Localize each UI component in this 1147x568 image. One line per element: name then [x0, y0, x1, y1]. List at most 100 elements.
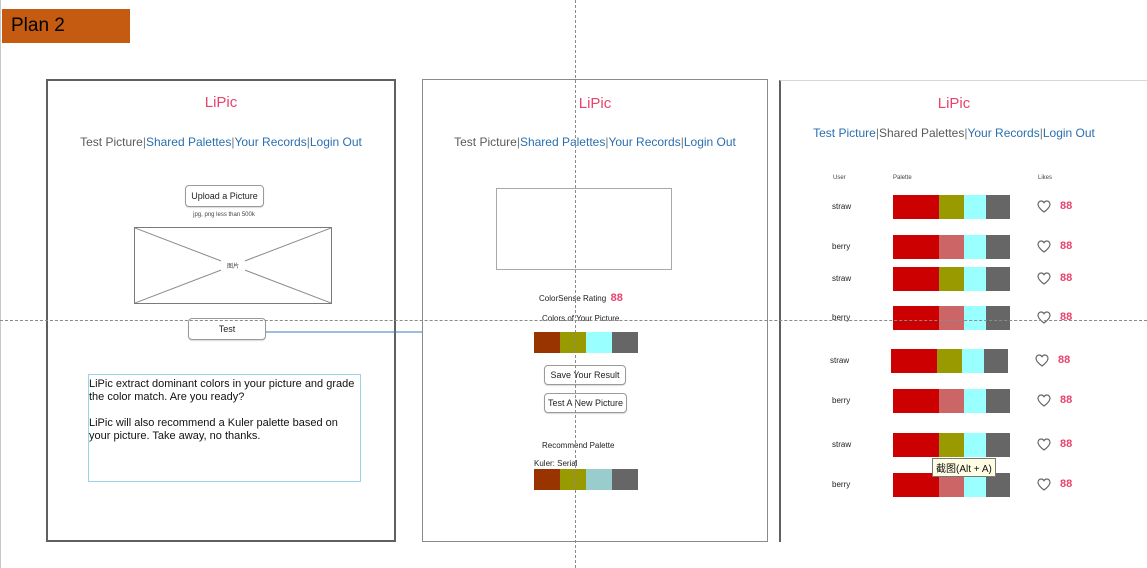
row-palette[interactable]	[893, 389, 1010, 413]
image-placeholder: 图片	[134, 227, 332, 304]
nav-shared-palettes[interactable]: Shared Palettes	[878, 126, 965, 140]
plan-label: Plan 2	[2, 9, 130, 43]
picture-color-swatch-0	[534, 332, 560, 353]
row-palette[interactable]	[893, 473, 1010, 497]
colors-label: Colors of Your Picture	[542, 314, 620, 323]
recommend-color-swatches	[534, 469, 638, 490]
row-palette[interactable]	[893, 195, 1010, 219]
table-row: straw 88	[781, 195, 1147, 219]
nav-bar: Test Picture|Shared Palettes|Your Record…	[80, 135, 362, 149]
picture-color-swatches	[534, 332, 638, 353]
recommend-label: Recommend Palette	[542, 441, 615, 450]
app-title: LiPic	[204, 94, 238, 111]
heart-icon[interactable]	[1037, 311, 1051, 324]
row-likes-count: 88	[1060, 240, 1073, 252]
picture-color-swatch-2	[586, 332, 612, 353]
row-likes-count: 88	[1060, 272, 1073, 284]
palette-swatch	[893, 473, 939, 497]
row-user: straw	[832, 440, 852, 449]
table-row: straw 88	[781, 349, 1147, 373]
palette-swatch	[964, 433, 986, 457]
palette-swatch	[964, 473, 986, 497]
picture-color-swatch-1	[560, 332, 586, 353]
heart-icon[interactable]	[1037, 272, 1051, 285]
nav-test-picture[interactable]: Test Picture	[454, 135, 517, 149]
palette-swatch	[939, 389, 964, 413]
palette-swatch	[939, 473, 964, 497]
palette-swatch	[986, 473, 1010, 497]
table-row: berry 88	[781, 389, 1147, 413]
nav-login-out[interactable]: Login Out	[683, 135, 736, 149]
table-row: berry 88	[781, 473, 1147, 497]
row-user: berry	[832, 313, 851, 322]
heart-icon[interactable]	[1037, 240, 1051, 253]
row-palette[interactable]	[893, 235, 1010, 259]
rating-row: ColorSense Rating 88	[539, 288, 623, 306]
test-new-picture-button[interactable]: Test A New Picture	[544, 393, 627, 413]
nav-your-records[interactable]: Your Records	[967, 126, 1040, 140]
row-likes-count: 88	[1060, 438, 1073, 450]
palette-swatch	[962, 349, 984, 373]
palette-swatch	[986, 235, 1010, 259]
palette-swatch	[964, 195, 986, 219]
palette-swatch	[964, 235, 986, 259]
row-likes-count: 88	[1058, 354, 1071, 366]
palette-swatch	[964, 306, 986, 330]
palette-swatch	[986, 433, 1010, 457]
table-row: berry 88	[781, 235, 1147, 259]
row-user: berry	[832, 242, 851, 251]
nav-shared-palettes[interactable]: Shared Palettes	[519, 135, 606, 149]
palette-swatch	[986, 306, 1010, 330]
app-title: LiPic	[937, 95, 971, 112]
nav-test-picture[interactable]: Test Picture	[80, 135, 143, 149]
wireframe-test-picture: LiPic Test Picture|Shared Palettes|Your …	[46, 79, 396, 542]
palette-swatch	[939, 306, 964, 330]
palette-swatch	[893, 306, 939, 330]
palette-swatch	[939, 235, 964, 259]
wireframe-test-result: LiPic Test Picture|Shared Palettes|Your …	[422, 79, 768, 542]
test-button[interactable]: Test	[188, 318, 266, 340]
save-result-button[interactable]: Save Your Result	[544, 365, 626, 385]
nav-bar: Test Picture|Shared Palettes|Your Record…	[454, 135, 736, 149]
table-row: straw 88	[781, 433, 1147, 457]
palette-swatch	[986, 389, 1010, 413]
nav-shared-palettes[interactable]: Shared Palettes	[145, 135, 232, 149]
recommend-color-swatch-1	[560, 469, 586, 490]
rating-label: ColorSense Rating	[539, 294, 607, 303]
nav-login-out[interactable]: Login Out	[1042, 126, 1095, 140]
heart-icon[interactable]	[1035, 354, 1049, 367]
vertical-guide-line	[575, 0, 576, 568]
recommend-color-swatch-0	[534, 469, 560, 490]
table-row: berry 88	[781, 306, 1147, 330]
palette-swatch	[964, 389, 986, 413]
row-palette[interactable]	[891, 349, 1008, 373]
rating-value: 88	[610, 292, 623, 304]
heart-icon[interactable]	[1037, 200, 1051, 213]
heart-icon[interactable]	[1037, 478, 1051, 491]
nav-your-records[interactable]: Your Records	[608, 135, 681, 149]
upload-hint: jpg, png less than 500k	[193, 212, 255, 218]
description-box: LiPic extract dominant colors in your pi…	[88, 374, 361, 482]
row-palette[interactable]	[893, 267, 1010, 291]
description-text-1: LiPic extract dominant colors in your pi…	[89, 378, 355, 403]
nav-your-records[interactable]: Your Records	[234, 135, 307, 149]
row-likes-count: 88	[1060, 478, 1073, 490]
column-header-palette: Palette	[893, 175, 912, 181]
wireframe-shared-palettes: LiPic Test Picture|Shared Palettes|Your …	[779, 80, 1147, 542]
heart-icon[interactable]	[1037, 394, 1051, 407]
row-palette[interactable]	[893, 306, 1010, 330]
row-palette[interactable]	[893, 433, 1010, 457]
heart-icon[interactable]	[1037, 438, 1051, 451]
palette-swatch	[893, 195, 939, 219]
nav-login-out[interactable]: Login Out	[309, 135, 362, 149]
image-placeholder-label: 图片	[226, 264, 239, 270]
nav-bar: Test Picture|Shared Palettes|Your Record…	[813, 126, 1095, 140]
table-row: straw 88	[781, 267, 1147, 291]
row-user: straw	[832, 274, 852, 283]
upload-picture-button[interactable]: Upload a Picture	[185, 185, 264, 207]
palette-swatch	[893, 389, 939, 413]
nav-test-picture[interactable]: Test Picture	[813, 126, 876, 140]
palette-swatch	[937, 349, 962, 373]
palette-swatch	[939, 433, 964, 457]
description-text-2: LiPic will also recommend a Kuler palett…	[89, 417, 338, 442]
